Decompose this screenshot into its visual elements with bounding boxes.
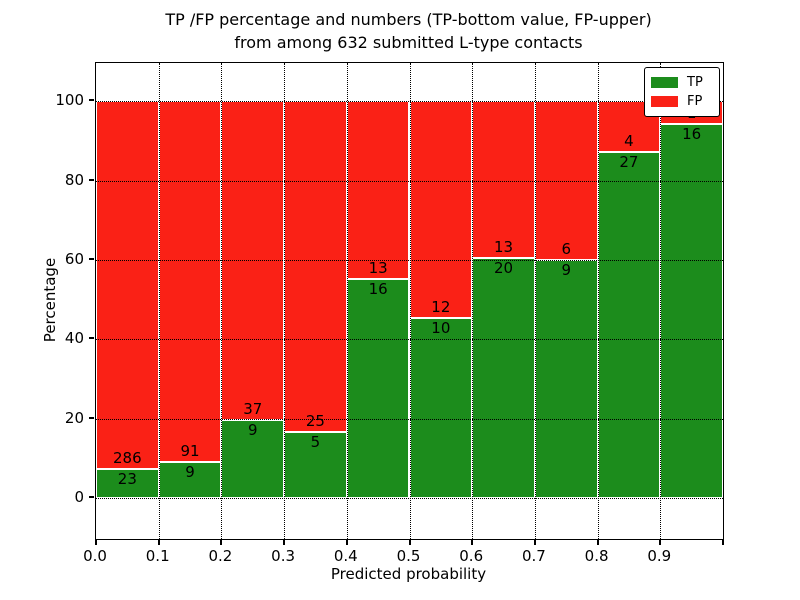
x-gridline — [346, 63, 348, 539]
x-tick-label: 0.7 — [521, 547, 546, 565]
bar-count-label-fp: 37 — [243, 400, 263, 419]
bar-count-label-fp: 13 — [368, 259, 388, 278]
bar-segment-fp — [346, 101, 410, 280]
x-tick-mark — [95, 540, 97, 545]
x-gridline — [534, 63, 536, 539]
y-gridline — [96, 180, 723, 182]
y-tick-mark — [89, 257, 94, 260]
x-tick-mark — [157, 540, 160, 545]
bar-count-label-tp: 10 — [431, 318, 451, 337]
bar-count-label-fp: 25 — [305, 411, 325, 430]
bar-segment-tp — [472, 257, 535, 499]
y-gridline — [96, 339, 723, 341]
x-gridline — [158, 63, 160, 539]
plot-area: 2862391937925513161210132069427116 — [95, 62, 724, 540]
x-gridline — [597, 63, 599, 539]
y-tick-mark — [89, 99, 94, 102]
x-gridline — [472, 63, 474, 539]
bar-count-label-fp: 13 — [493, 237, 514, 256]
x-tick-label: 0.4 — [333, 547, 358, 565]
y-tick-label: 0 — [74, 488, 84, 507]
x-gridline — [409, 63, 411, 539]
bar-segment-tp — [96, 468, 159, 499]
bar-count-label-tp: 16 — [368, 280, 388, 299]
fp-color-swatch-icon — [651, 96, 678, 107]
y-tick-mark — [89, 178, 94, 181]
x-tick-label: 0.8 — [584, 547, 609, 565]
legend: TP FP — [644, 67, 720, 117]
x-tick-mark — [722, 540, 724, 545]
legend-row-fp: FP — [651, 92, 713, 111]
y-tick-mark — [89, 496, 94, 499]
chart-title-line1: TP /FP percentage and numbers (TP-bottom… — [165, 10, 652, 29]
bar-segment-tp — [158, 462, 222, 499]
y-tick-label: 100 — [55, 91, 84, 110]
legend-row-tp: TP — [651, 73, 713, 92]
bar-count-label-tp: 16 — [682, 125, 702, 144]
bar-count-label-fp: 4 — [624, 132, 634, 151]
x-tick-label: 0.1 — [145, 547, 170, 565]
bar-count-label-tp: 20 — [493, 258, 514, 277]
bar-segment-fp — [409, 101, 473, 318]
x-gridline — [660, 63, 662, 539]
bar-count-label-tp: 9 — [561, 260, 571, 279]
bar-count-label-tp: 9 — [185, 463, 195, 482]
x-tick-mark — [408, 540, 411, 545]
x-tick-mark — [283, 540, 286, 545]
bar-segment-tp — [534, 259, 598, 499]
chart-title-line2: from among 632 submitted L-type contacts — [234, 33, 583, 52]
x-gridline — [221, 63, 223, 539]
bar-segment-tp — [409, 317, 473, 499]
x-tick-mark — [596, 540, 599, 545]
bar-segment-tp — [660, 124, 723, 499]
x-tick-label: 0.9 — [647, 547, 672, 565]
y-tick-mark — [89, 337, 94, 340]
bar-count-label-tp: 27 — [619, 153, 639, 172]
bar-count-label-fp: 286 — [113, 448, 142, 467]
bar-segment-tp — [597, 152, 661, 499]
x-gridline — [284, 63, 286, 539]
tp-color-swatch-icon — [651, 77, 678, 88]
x-axis-label: Predicted probability — [330, 565, 487, 583]
legend-label-tp: TP — [687, 75, 703, 90]
y-gridline — [96, 498, 723, 500]
y-axis-label: Percentage — [41, 257, 60, 343]
x-tick-label: 0.6 — [459, 547, 484, 565]
x-tick-mark — [220, 540, 223, 545]
bar-segment-fp — [472, 101, 535, 258]
y-tick-label: 20 — [64, 408, 84, 427]
y-gridline — [96, 418, 723, 420]
bar-count-label-fp: 91 — [180, 442, 200, 461]
bar-count-label-tp: 23 — [117, 469, 137, 488]
bar-segment-fp — [158, 101, 222, 463]
x-tick-mark — [345, 540, 348, 545]
x-tick-mark — [659, 540, 662, 545]
x-tick-label: 0.2 — [208, 547, 233, 565]
y-tick-label: 60 — [64, 249, 84, 268]
x-tick-mark — [471, 540, 474, 545]
bar-segment-fp — [96, 101, 159, 469]
legend-label-fp: FP — [687, 94, 703, 109]
x-tick-mark — [533, 540, 536, 545]
y-gridline — [96, 101, 723, 103]
bar-count-label-fp: 6 — [561, 239, 571, 258]
x-tick-label: 0.5 — [396, 547, 421, 565]
x-tick-label: 0.0 — [83, 547, 107, 565]
bar-count-label-fp: 12 — [431, 297, 451, 316]
bar-segment-fp — [284, 101, 347, 432]
y-gridline — [96, 259, 723, 261]
bar-segment-tp — [346, 279, 410, 499]
bar-count-label-tp: 9 — [247, 421, 258, 440]
bar-count-label-tp: 5 — [310, 432, 321, 451]
x-tick-label: 0.3 — [271, 547, 296, 565]
y-tick-label: 80 — [64, 170, 84, 189]
y-tick-mark — [89, 416, 94, 419]
y-tick-label: 40 — [64, 329, 84, 348]
